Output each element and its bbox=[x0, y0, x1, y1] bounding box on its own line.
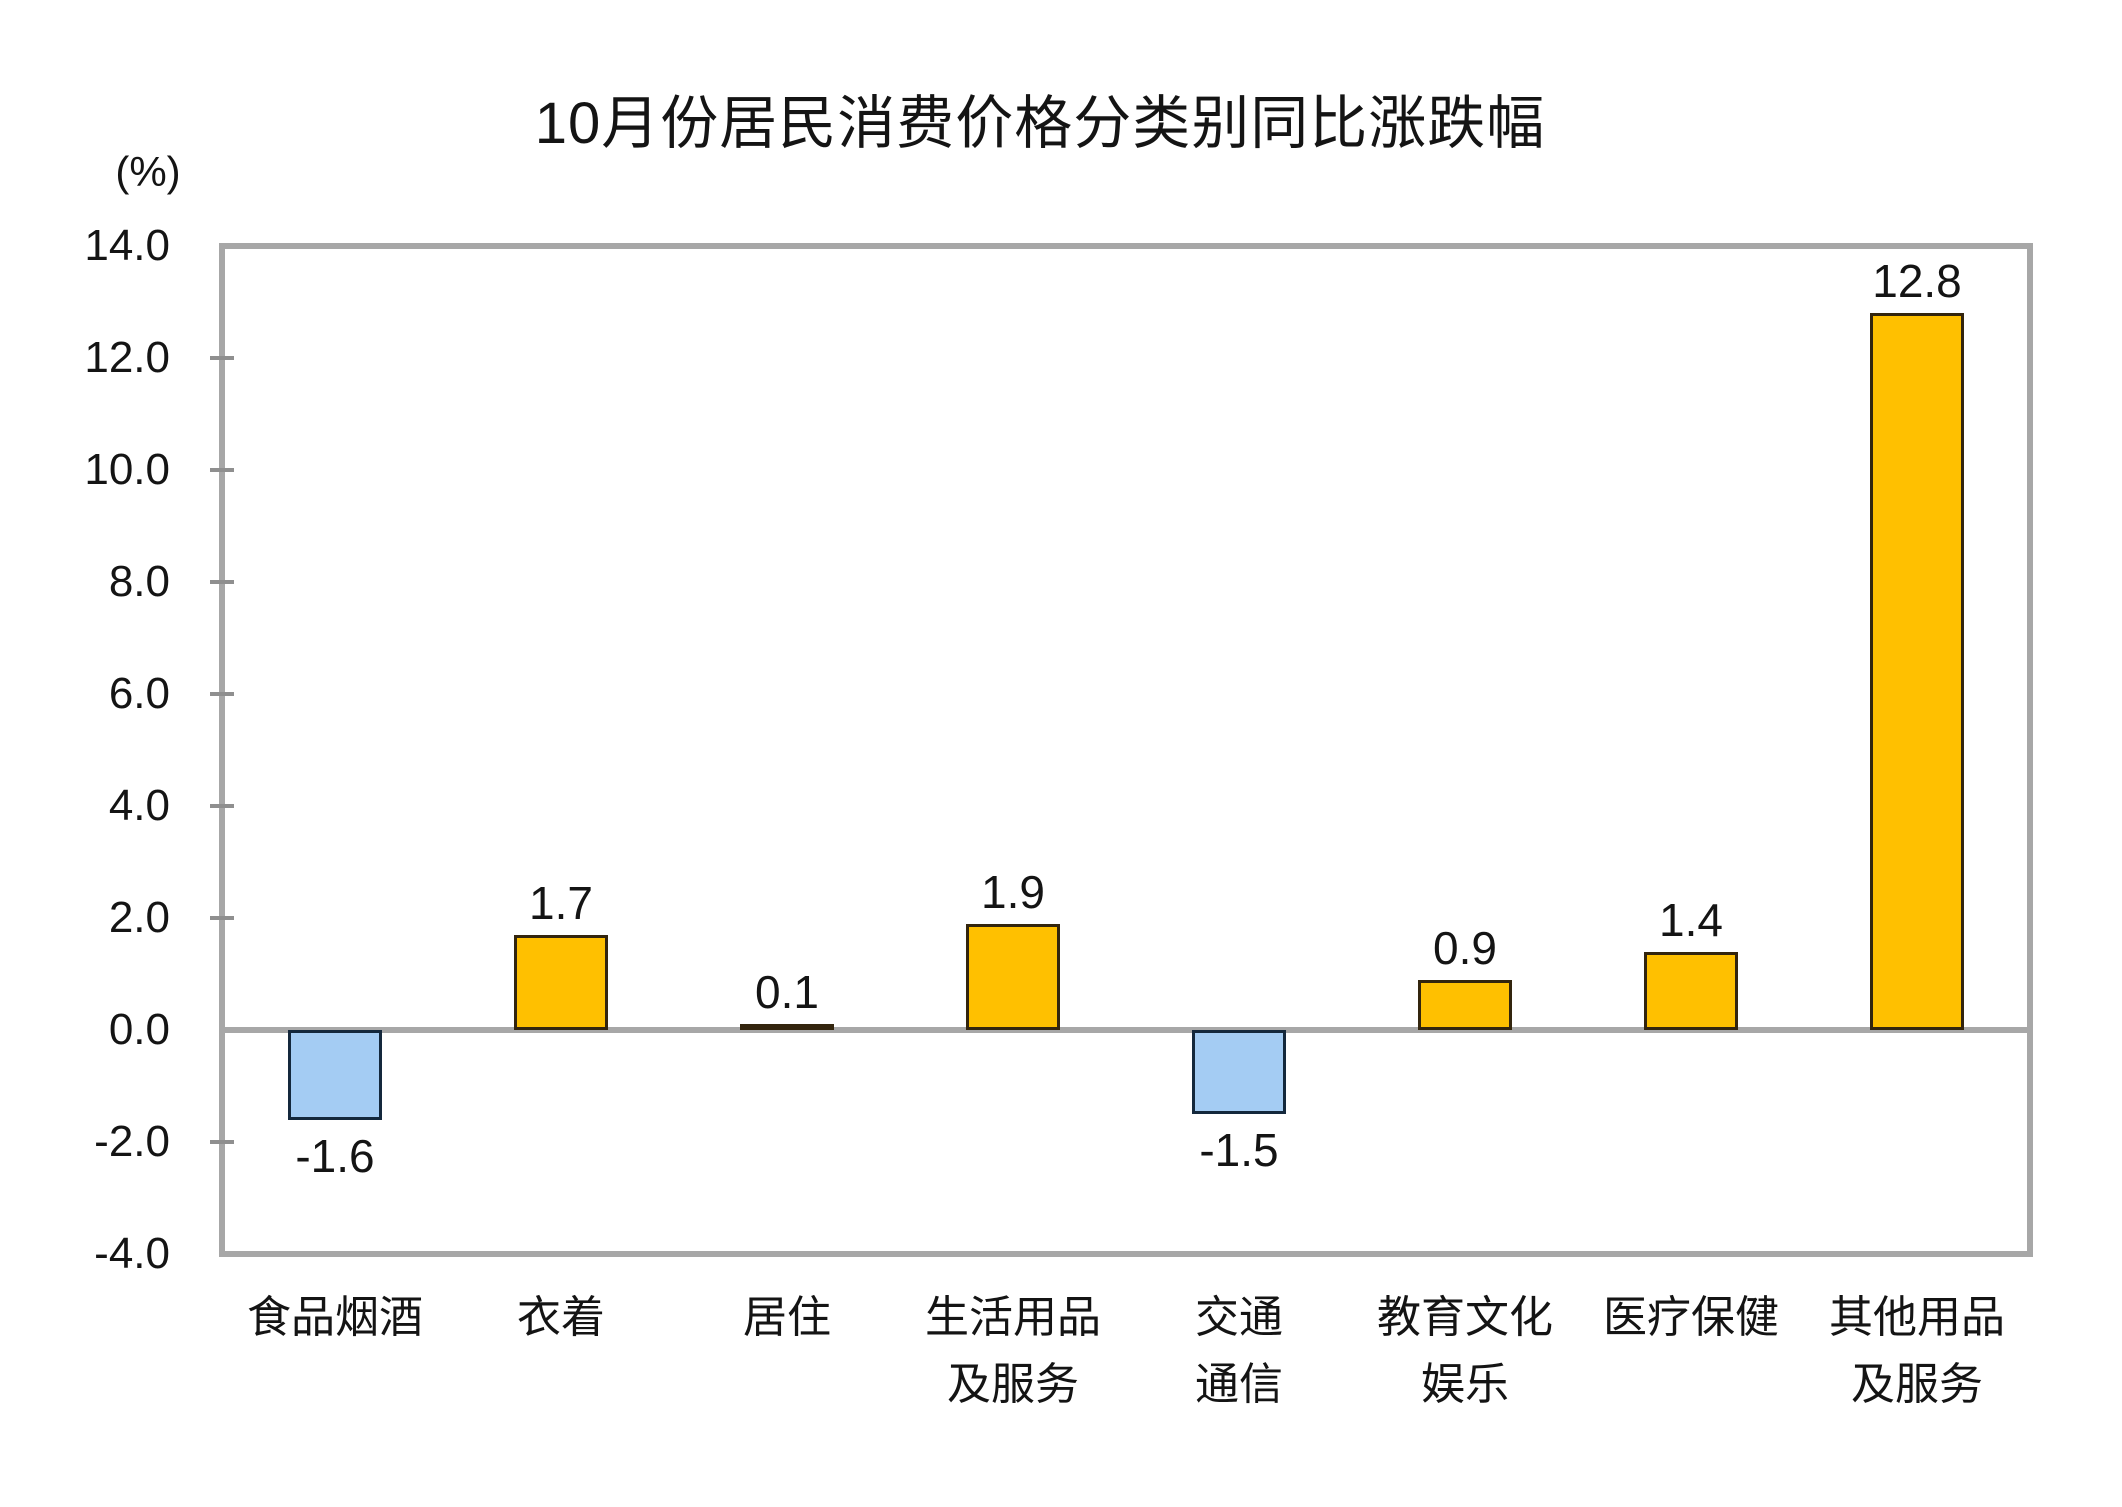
bar-7 bbox=[1644, 952, 1738, 1030]
chart-title: 10月份居民消费价格分类别同比涨跌幅 bbox=[534, 91, 1546, 156]
y-axis-tick-label: 4.0 bbox=[108, 781, 170, 830]
y-axis-tick-label: -2.0 bbox=[94, 1117, 170, 1166]
x-axis-category-label: 生活用品 及服务 bbox=[925, 1293, 1101, 1409]
x-axis-category-label: 其他用品 及服务 bbox=[1829, 1293, 2005, 1409]
plot-area-frame bbox=[219, 243, 2033, 1257]
bar-8 bbox=[1870, 313, 1964, 1030]
y-axis-tick-label: 12.0 bbox=[84, 333, 170, 382]
x-axis-category-label: 衣着 bbox=[517, 1293, 605, 1342]
y-axis-tick-mark bbox=[210, 580, 234, 584]
y-axis-tick-mark bbox=[210, 356, 234, 360]
y-axis-unit-label: (%) bbox=[115, 148, 181, 195]
bar-value-label: 1.4 bbox=[1659, 894, 1723, 946]
x-axis-category-label: 教育文化 娱乐 bbox=[1377, 1293, 1553, 1409]
y-axis-tick-label: 0.0 bbox=[108, 1005, 170, 1054]
y-axis-tick-mark bbox=[210, 804, 234, 808]
y-axis-tick-mark bbox=[210, 1140, 234, 1144]
y-axis-tick-label: 2.0 bbox=[108, 893, 170, 942]
bar-6 bbox=[1418, 980, 1512, 1030]
bar-value-label: 12.8 bbox=[1872, 255, 1962, 307]
y-axis-tick-mark bbox=[210, 692, 234, 696]
bar-value-label: -1.6 bbox=[295, 1130, 375, 1182]
y-axis-tick-label: -4.0 bbox=[94, 1229, 170, 1278]
y-axis-tick-label: 6.0 bbox=[108, 669, 170, 718]
bar-3 bbox=[740, 1024, 834, 1030]
x-axis-category-label: 医疗保健 bbox=[1603, 1293, 1779, 1342]
bar-value-label: -1.5 bbox=[1199, 1124, 1279, 1176]
y-axis-tick-mark bbox=[210, 468, 234, 472]
zero-axis-line bbox=[222, 1027, 2030, 1033]
y-axis-tick-label: 8.0 bbox=[108, 557, 170, 606]
y-axis-tick-label: 14.0 bbox=[84, 221, 170, 270]
x-axis-category-label: 交通 通信 bbox=[1195, 1293, 1283, 1409]
y-axis-tick-mark bbox=[210, 916, 234, 920]
bar-value-label: 0.9 bbox=[1433, 922, 1497, 974]
bar-value-label: 0.1 bbox=[755, 966, 819, 1018]
x-axis-category-label: 食品烟酒 bbox=[247, 1293, 423, 1342]
bar-1 bbox=[288, 1030, 382, 1120]
bar-value-label: 1.7 bbox=[529, 877, 593, 929]
x-axis-category-label: 居住 bbox=[743, 1293, 831, 1342]
bar-value-label: 1.9 bbox=[981, 866, 1045, 918]
bar-5 bbox=[1192, 1030, 1286, 1114]
bar-4 bbox=[966, 924, 1060, 1030]
bar-2 bbox=[514, 935, 608, 1030]
y-axis-tick-label: 10.0 bbox=[84, 445, 170, 494]
